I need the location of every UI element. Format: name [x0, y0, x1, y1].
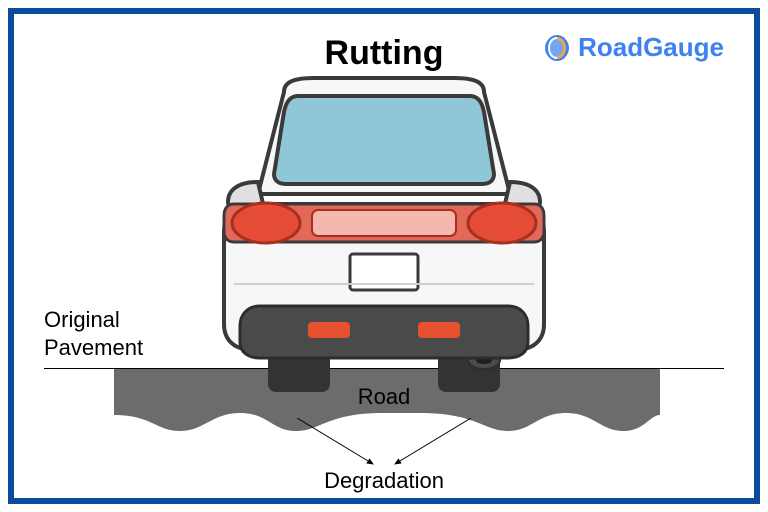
diagram-frame: Rutting RoadGauge OriginalPavement Road …	[8, 8, 760, 504]
brand-logo: RoadGauge	[542, 32, 724, 63]
degradation-arrows	[259, 418, 509, 473]
brand-icon	[542, 33, 572, 63]
brand-text: RoadGauge	[578, 32, 724, 63]
label-original-pavement: OriginalPavement	[44, 306, 143, 361]
diagram-title: Rutting	[325, 34, 444, 73]
car-rear-illustration	[194, 74, 574, 394]
